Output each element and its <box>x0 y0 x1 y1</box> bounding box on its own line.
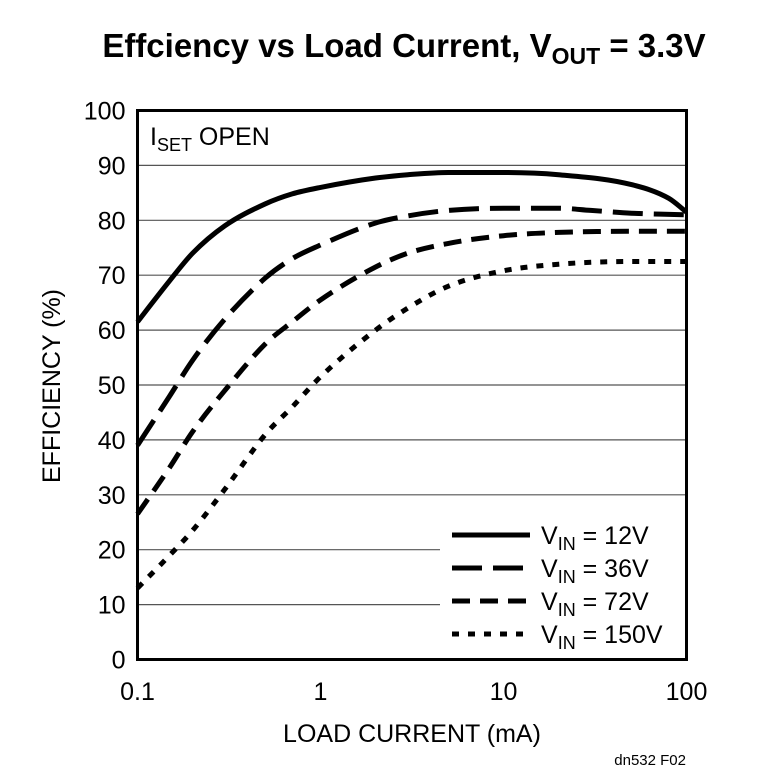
legend-label-sub: IN <box>558 534 576 554</box>
series-line-3 <box>135 228 687 516</box>
legend-label-sub: IN <box>558 567 576 587</box>
y-tick-label: 0 <box>112 647 126 675</box>
series-line-4 <box>135 259 687 590</box>
legend-label-2: VIN = 36V <box>541 555 649 587</box>
x-axis-label: LOAD CURRENT (mA) <box>283 720 541 748</box>
legend-label-tail: = 72V <box>576 588 649 616</box>
legend-background <box>440 518 686 656</box>
y-tick-label: 10 <box>98 592 126 620</box>
y-tick-label: 30 <box>98 482 126 510</box>
iset-annotation-sub: SET <box>157 135 192 155</box>
legend-label-tail: = 150V <box>576 621 663 649</box>
legend-label-sub: IN <box>558 600 576 620</box>
legend-label-main: V <box>541 588 558 616</box>
iset-annotation-main: I <box>150 123 157 151</box>
y-tick-label: 90 <box>98 152 126 180</box>
iset-annotation-tail: OPEN <box>192 123 270 151</box>
y-tick-label: 100 <box>84 98 126 126</box>
series-line-1 <box>135 169 689 324</box>
y-tick-label: 20 <box>98 537 126 565</box>
x-tick-label: 1 <box>314 678 328 706</box>
y-axis-label: EFFICIENCY (%) <box>38 289 66 483</box>
y-tick-label: 60 <box>98 317 126 345</box>
legend-label-tail: = 12V <box>576 522 649 550</box>
x-axis-ticks: 0.1 1 10 100 <box>120 678 707 706</box>
legend-label-main: V <box>541 555 558 583</box>
legend-label-3: VIN = 72V <box>541 588 649 620</box>
chart-title-main: Effciency vs Load Current, V <box>102 27 551 64</box>
series-lines <box>135 169 689 590</box>
series-line-2 <box>135 205 687 447</box>
legend-label-1: VIN = 12V <box>541 522 649 554</box>
iset-annotation: ISET OPEN <box>150 123 270 155</box>
figure-id: dn532 F02 <box>614 752 686 769</box>
y-axis-ticks: 0 10 20 30 40 50 60 70 80 90 100 <box>84 98 126 675</box>
chart-title-subscript: OUT <box>552 43 601 69</box>
y-tick-label: 50 <box>98 372 126 400</box>
y-tick-label: 70 <box>98 262 126 290</box>
legend-label-4: VIN = 150V <box>541 621 663 653</box>
legend-label-main: V <box>541 621 558 649</box>
y-tick-label: 80 <box>98 207 126 235</box>
chart-title-tail: = 3.3V <box>600 27 706 64</box>
legend-label-tail: = 36V <box>576 555 649 583</box>
chart-title: Effciency vs Load Current, VOUT = 3.3V <box>102 27 705 69</box>
grid-lines <box>137 164 687 606</box>
legend-label-sub: IN <box>558 633 576 653</box>
y-tick-label: 40 <box>98 427 126 455</box>
x-tick-label: 0.1 <box>120 678 155 706</box>
plot-frame <box>136 109 688 661</box>
x-tick-label: 100 <box>666 678 708 706</box>
legend-label-main: V <box>541 522 558 550</box>
x-tick-label: 10 <box>490 678 518 706</box>
